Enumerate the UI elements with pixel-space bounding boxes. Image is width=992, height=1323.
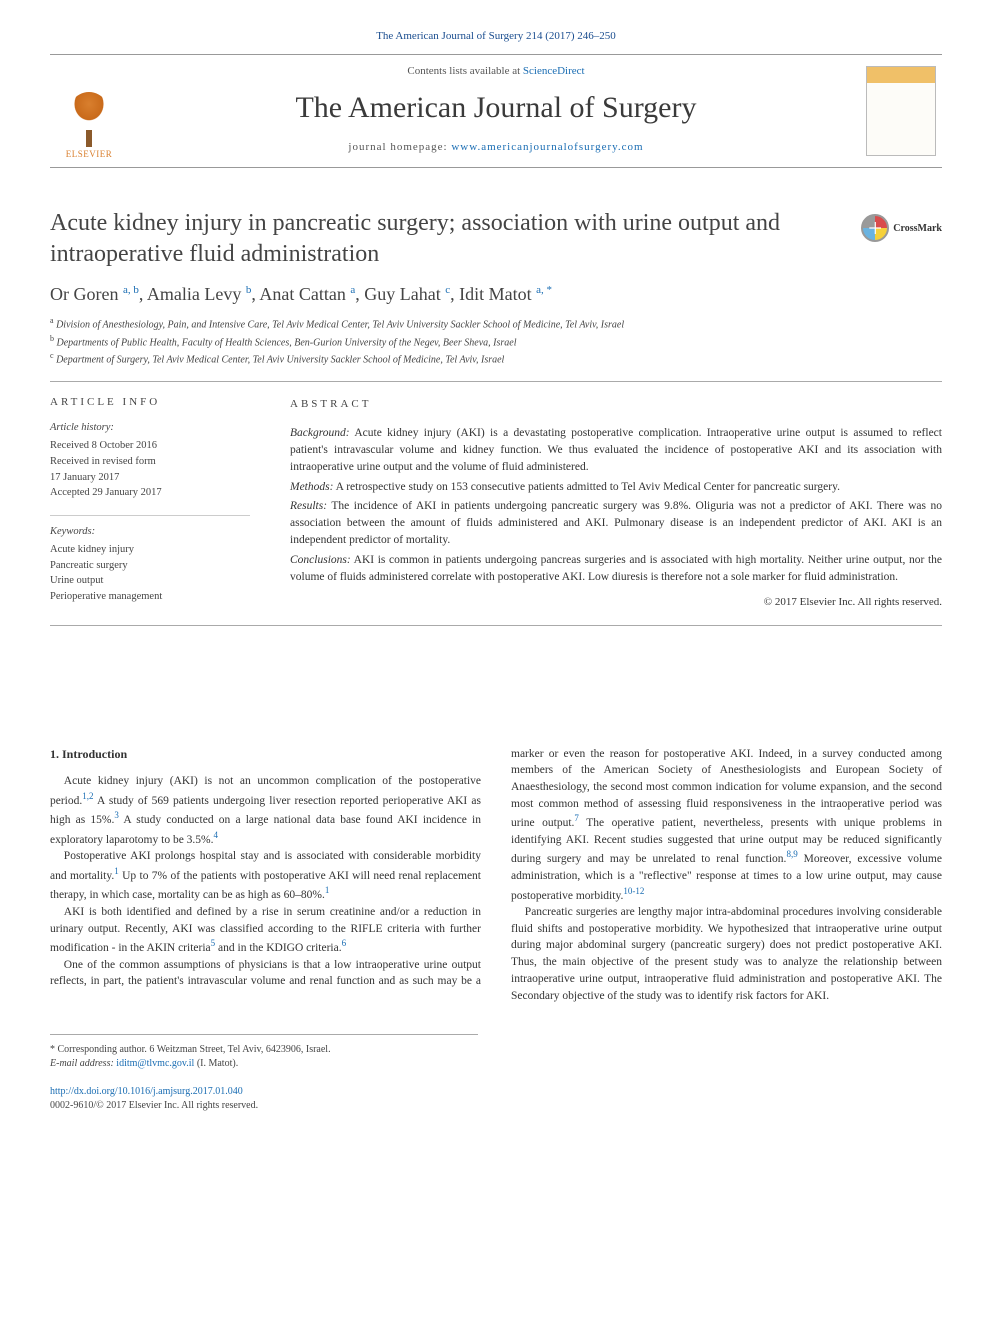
- publisher-name: ELSEVIER: [66, 149, 113, 159]
- doi-block: http://dx.doi.org/10.1016/j.amjsurg.2017…: [50, 1085, 478, 1113]
- email-label: E-mail address:: [50, 1058, 114, 1069]
- contents-available-line: Contents lists available at ScienceDirec…: [130, 65, 862, 77]
- corresponding-email-link[interactable]: iditm@tlvmc.gov.il: [116, 1058, 194, 1069]
- body-paragraph: Pancreatic surgeries are lengthy major i…: [511, 904, 942, 1004]
- article-body: 1. Introduction Acute kidney injury (AKI…: [50, 746, 942, 1005]
- keywords-block: Keywords: Acute kidney injuryPancreatic …: [50, 515, 250, 605]
- crossmark-widget[interactable]: CrossMark: [861, 214, 942, 242]
- abstract-paragraph: Conclusions: AKI is common in patients u…: [290, 552, 942, 587]
- crossmark-label: CrossMark: [893, 223, 942, 234]
- affiliation: c Department of Surgery, Tel Aviv Medica…: [50, 350, 942, 367]
- divider: [50, 625, 942, 626]
- elsevier-tree-icon: [64, 92, 114, 147]
- article-info-heading: ARTICLE INFO: [50, 396, 250, 408]
- sciencedirect-link[interactable]: ScienceDirect: [523, 65, 585, 77]
- keywords-label: Keywords:: [50, 524, 250, 540]
- running-head: The American Journal of Surgery 214 (201…: [50, 30, 942, 42]
- contents-prefix: Contents lists available at: [407, 65, 522, 77]
- article-info: ARTICLE INFO Article history: Received 8…: [50, 396, 250, 610]
- corresponding-email-line: E-mail address: iditm@tlvmc.gov.il (I. M…: [50, 1057, 478, 1071]
- keyword: Pancreatic surgery: [50, 558, 250, 574]
- body-paragraph: AKI is both identified and defined by a …: [50, 904, 481, 957]
- info-abstract-row: ARTICLE INFO Article history: Received 8…: [50, 396, 942, 610]
- history-line: Accepted 29 January 2017: [50, 485, 250, 501]
- corresponding-author: * Corresponding author. 6 Weitzman Stree…: [50, 1043, 478, 1057]
- crossmark-icon: [861, 214, 889, 242]
- history-line: Received in revised form: [50, 454, 250, 470]
- history-line: 17 January 2017: [50, 470, 250, 486]
- section-heading-introduction: 1. Introduction: [50, 746, 481, 763]
- elsevier-logo[interactable]: ELSEVIER: [54, 79, 124, 159]
- issn-copyright: 0002-9610/© 2017 Elsevier Inc. All right…: [50, 1100, 258, 1111]
- affiliations: a Division of Anesthesiology, Pain, and …: [50, 315, 942, 367]
- homepage-line: journal homepage: www.americanjournalofs…: [130, 141, 862, 153]
- abstract-paragraph: Methods: A retrospective study on 153 co…: [290, 479, 942, 496]
- abstract: ABSTRACT Background: Acute kidney injury…: [290, 396, 942, 610]
- keyword: Acute kidney injury: [50, 542, 250, 558]
- body-paragraph: Acute kidney injury (AKI) is not an unco…: [50, 773, 481, 848]
- doi-link[interactable]: http://dx.doi.org/10.1016/j.amjsurg.2017…: [50, 1086, 243, 1097]
- masthead-center: Contents lists available at ScienceDirec…: [130, 55, 862, 167]
- journal-name: The American Journal of Surgery: [130, 91, 862, 125]
- masthead: ELSEVIER Contents lists available at Sci…: [50, 54, 942, 168]
- homepage-prefix: journal homepage:: [348, 141, 451, 153]
- publisher-logo-area: ELSEVIER: [50, 55, 130, 167]
- history-line: Received 8 October 2016: [50, 438, 250, 454]
- keyword: Perioperative management: [50, 589, 250, 605]
- abstract-paragraph: Background: Acute kidney injury (AKI) is…: [290, 425, 942, 477]
- body-paragraph: Postoperative AKI prolongs hospital stay…: [50, 848, 481, 904]
- homepage-link[interactable]: www.americanjournalofsurgery.com: [451, 141, 643, 153]
- footnotes: * Corresponding author. 6 Weitzman Stree…: [50, 1034, 478, 1113]
- journal-cover-thumbnail[interactable]: [866, 66, 936, 156]
- article-history: Article history: Received 8 October 2016…: [50, 420, 250, 501]
- author-list: Or Goren a, b, Amalia Levy b, Anat Catta…: [50, 284, 942, 305]
- article-title: Acute kidney injury in pancreatic surger…: [50, 208, 942, 270]
- abstract-paragraph: Results: The incidence of AKI in patient…: [290, 498, 942, 550]
- affiliation: b Departments of Public Health, Faculty …: [50, 333, 942, 350]
- abstract-copyright: © 2017 Elsevier Inc. All rights reserved…: [290, 594, 942, 611]
- email-author-name: (I. Matot).: [197, 1058, 238, 1069]
- keyword: Urine output: [50, 573, 250, 589]
- affiliation: a Division of Anesthesiology, Pain, and …: [50, 315, 942, 332]
- title-block: CrossMark Acute kidney injury in pancrea…: [50, 208, 942, 367]
- journal-cover-area: [862, 55, 942, 167]
- abstract-heading: ABSTRACT: [290, 396, 942, 413]
- history-label: Article history:: [50, 420, 250, 436]
- divider: [50, 381, 942, 382]
